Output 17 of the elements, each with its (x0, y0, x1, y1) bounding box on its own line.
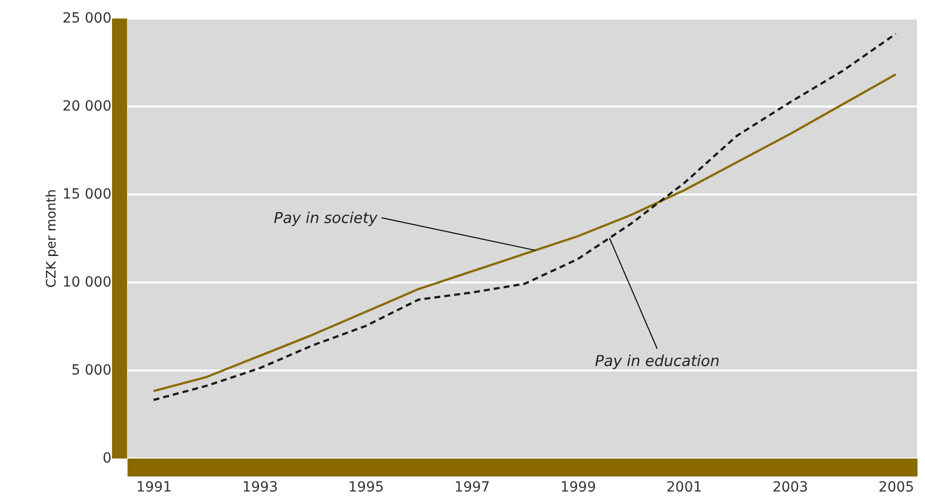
x-tick-label: 1993 (242, 480, 278, 496)
x-tick-label: 1991 (136, 480, 172, 496)
annotation: Pay in society (274, 208, 379, 227)
y-tick-label: 5 000 (71, 362, 112, 378)
annotation: Pay in education (594, 352, 720, 370)
y-tick-label: 10 000 (62, 274, 112, 290)
x-tick-label: 1995 (348, 480, 384, 496)
y-tick-label: 0 (102, 450, 112, 466)
y-tick-label: 20 000 (62, 98, 112, 114)
x-tick-label: 1997 (454, 480, 490, 496)
x-tick-label: 2003 (772, 480, 808, 496)
x-tick-label: 2001 (666, 480, 702, 496)
y-tick-label: 25 000 (62, 10, 112, 26)
x-tick-label: 1999 (560, 480, 596, 496)
y-tick-label: 15 000 (62, 186, 112, 202)
x-tick-label: 2005 (878, 480, 914, 496)
y-axis-title: CZK per month (44, 189, 60, 288)
